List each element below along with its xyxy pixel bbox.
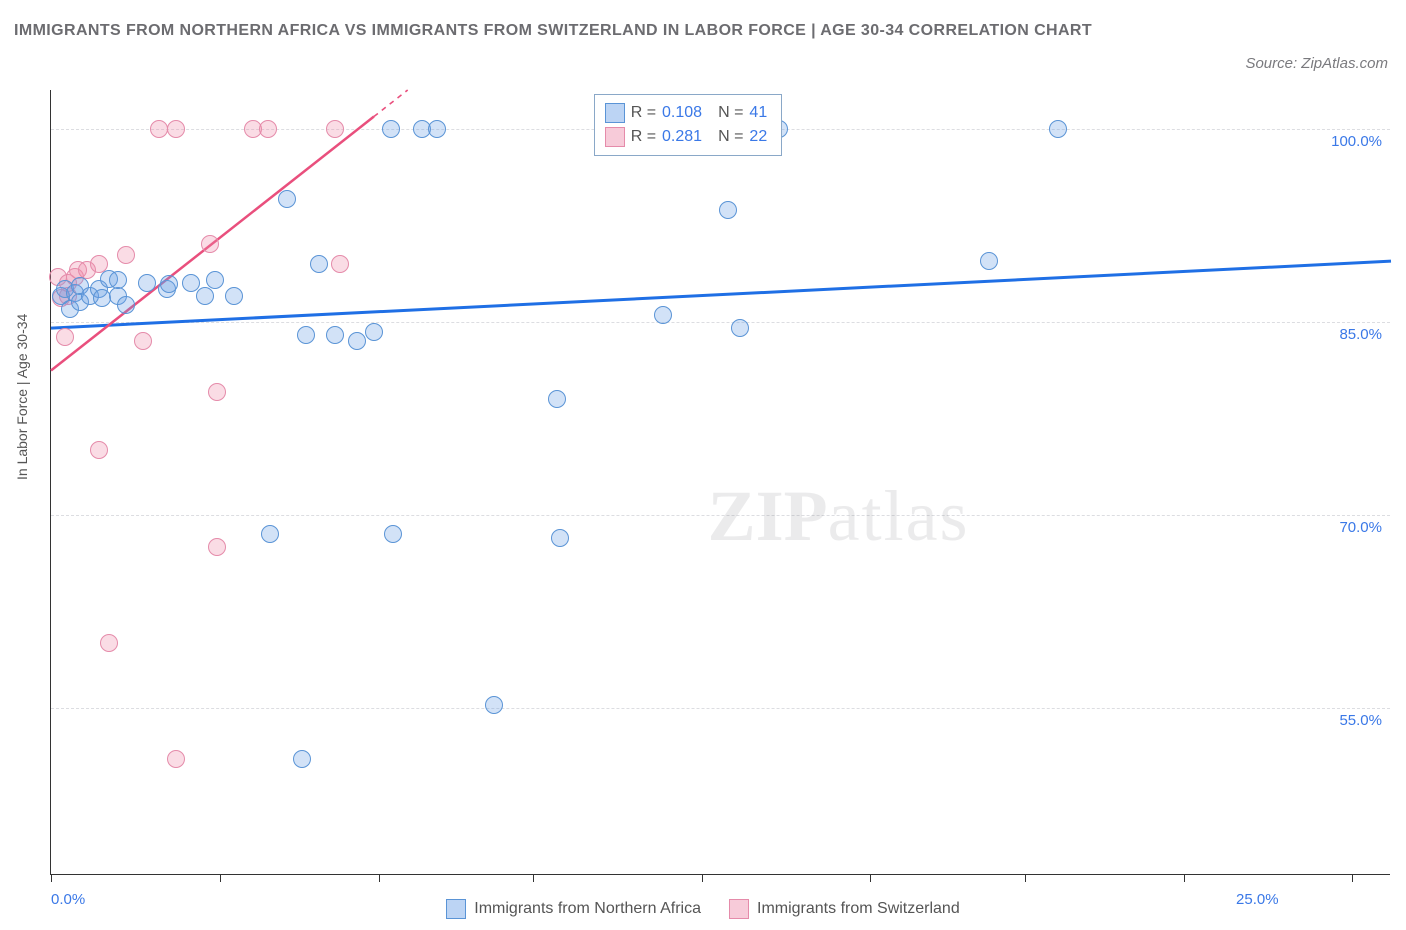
trend-line-dashed [374, 90, 408, 117]
scatter-point [261, 525, 279, 543]
x-tick [1025, 874, 1026, 882]
scatter-point [201, 235, 219, 253]
legend-n-label: N = [718, 125, 743, 149]
y-tick-label: 85.0% [1339, 326, 1382, 343]
scatter-point [293, 750, 311, 768]
scatter-point [731, 319, 749, 337]
legend-r-value: 0.281 [662, 125, 702, 149]
legend-swatch [446, 899, 466, 919]
scatter-point [548, 390, 566, 408]
scatter-point [428, 120, 446, 138]
chart-title: IMMIGRANTS FROM NORTHERN AFRICA VS IMMIG… [14, 18, 1092, 44]
scatter-point [278, 190, 296, 208]
x-tick [533, 874, 534, 882]
legend-n-value: 41 [749, 101, 767, 125]
legend-box: R =0.108 N =41 R =0.281 N =22 [594, 94, 783, 156]
scatter-point [551, 529, 569, 547]
scatter-point [1049, 120, 1067, 138]
x-tick [1352, 874, 1353, 882]
legend-r-value: 0.108 [662, 101, 702, 125]
scatter-point [206, 271, 224, 289]
scatter-point [160, 275, 178, 293]
bottom-legend: Immigrants from Northern Africa Immigrant… [0, 899, 1406, 924]
scatter-point [150, 120, 168, 138]
x-tick [1184, 874, 1185, 882]
grid-line [51, 322, 1390, 323]
scatter-point [167, 120, 185, 138]
x-tick [379, 874, 380, 882]
grid-line [51, 708, 1390, 709]
scatter-point [182, 274, 200, 292]
bottom-legend-label: Immigrants from Northern Africa [474, 900, 701, 918]
scatter-point [980, 252, 998, 270]
scatter-point [117, 246, 135, 264]
bottom-legend-item: Immigrants from Switzerland [729, 899, 960, 919]
scatter-point [719, 201, 737, 219]
scatter-point [100, 634, 118, 652]
bottom-legend-item: Immigrants from Northern Africa [446, 899, 701, 919]
scatter-point [326, 326, 344, 344]
plot-area: 55.0%70.0%85.0%100.0%0.0%25.0%ZIPatlasR … [50, 90, 1390, 875]
legend-row: R =0.108 N =41 [605, 101, 768, 125]
scatter-point [326, 120, 344, 138]
scatter-point [365, 323, 383, 341]
trend-line [51, 261, 1391, 328]
scatter-point [109, 271, 127, 289]
y-tick-label: 55.0% [1339, 712, 1382, 729]
legend-swatch [729, 899, 749, 919]
scatter-point [310, 255, 328, 273]
scatter-point [348, 332, 366, 350]
legend-n-value: 22 [749, 125, 767, 149]
source-credit: Source: ZipAtlas.com [1245, 55, 1388, 72]
watermark: ZIPatlas [708, 475, 970, 558]
scatter-point [90, 441, 108, 459]
scatter-point [138, 274, 156, 292]
scatter-point [196, 287, 214, 305]
y-axis-title: In Labor Force | Age 30-34 [14, 314, 30, 480]
scatter-point [56, 328, 74, 346]
scatter-point [331, 255, 349, 273]
scatter-point [167, 750, 185, 768]
y-tick-label: 70.0% [1339, 519, 1382, 536]
scatter-point [485, 696, 503, 714]
bottom-legend-label: Immigrants from Switzerland [757, 900, 960, 918]
x-tick [870, 874, 871, 882]
scatter-point [297, 326, 315, 344]
legend-r-label: R = [631, 101, 656, 125]
scatter-point [259, 120, 277, 138]
legend-swatch [605, 127, 625, 147]
legend-row: R =0.281 N =22 [605, 125, 768, 149]
x-tick [51, 874, 52, 882]
scatter-point [117, 296, 135, 314]
scatter-point [654, 306, 672, 324]
scatter-point [134, 332, 152, 350]
scatter-point [208, 538, 226, 556]
scatter-point [225, 287, 243, 305]
scatter-point [208, 383, 226, 401]
x-tick [702, 874, 703, 882]
y-tick-label: 100.0% [1331, 133, 1382, 150]
scatter-point [384, 525, 402, 543]
scatter-point [382, 120, 400, 138]
scatter-point [93, 289, 111, 307]
legend-n-label: N = [718, 101, 743, 125]
grid-line [51, 515, 1390, 516]
legend-swatch [605, 103, 625, 123]
x-tick [220, 874, 221, 882]
legend-r-label: R = [631, 125, 656, 149]
